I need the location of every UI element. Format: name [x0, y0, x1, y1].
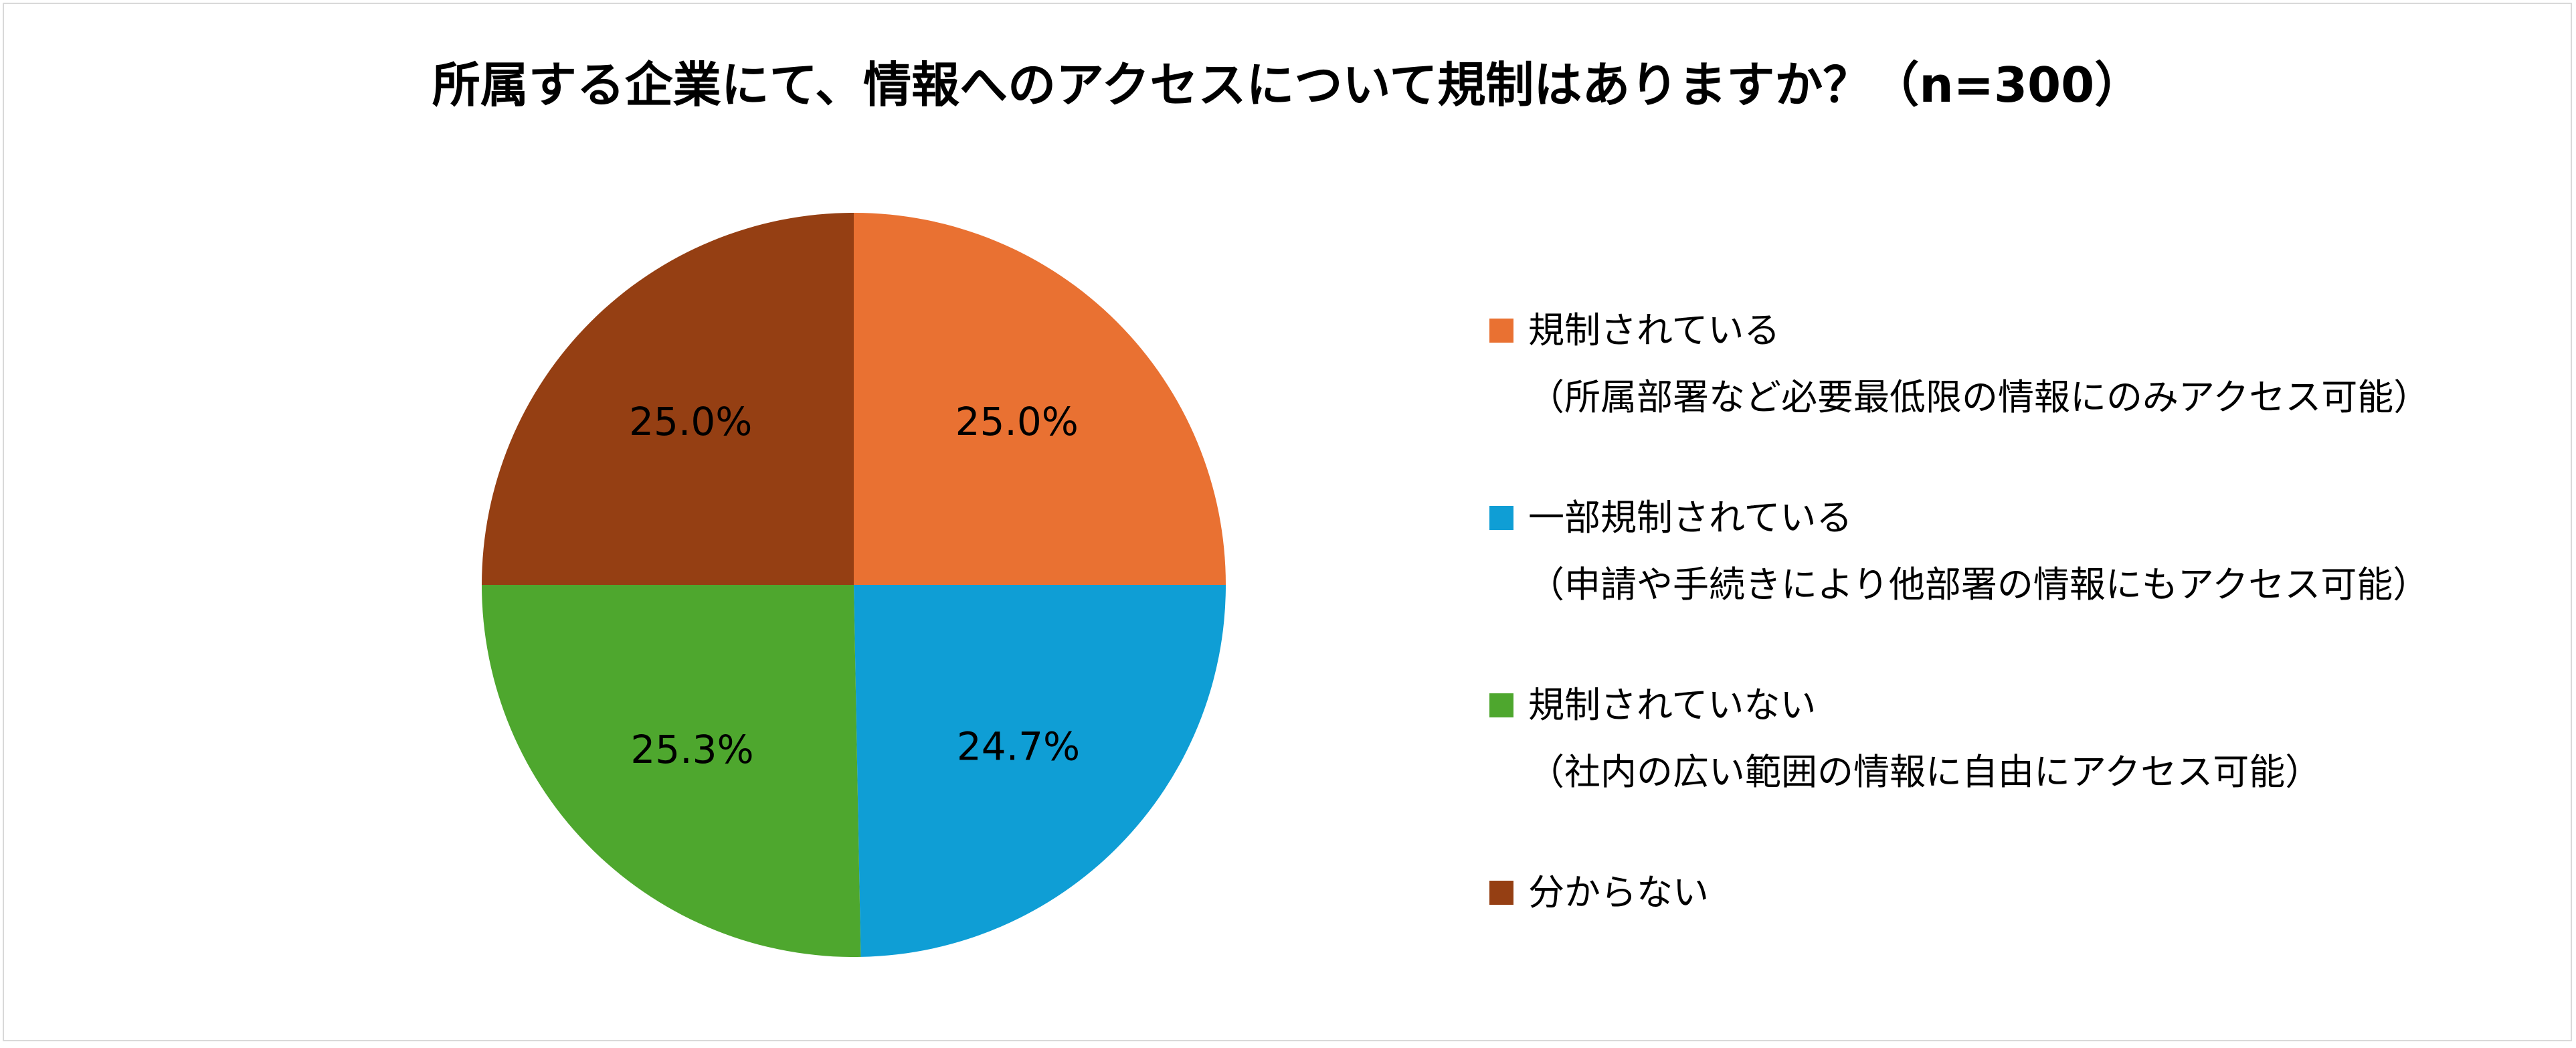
slice-data-label: 25.3%	[630, 727, 753, 772]
legend-label: 規制されていない	[1528, 684, 1817, 726]
slice-data-label: 25.0%	[629, 399, 752, 444]
legend-swatch	[1489, 506, 1513, 530]
legend-label: 規制されている	[1528, 309, 1780, 351]
legend-sublabel: （所属部署など必要最低限の情報にのみアクセス可能）	[1528, 376, 2430, 418]
slice-unknown	[482, 213, 854, 585]
legend-label: 分からない	[1528, 871, 1709, 913]
legend-sublabel: （社内の広い範囲の情報に自由にアクセス可能）	[1528, 751, 2322, 793]
slice-partially-regulated	[854, 585, 1226, 957]
legend-sublabel: （申請や手続きにより他部署の情報にもアクセス可能）	[1528, 563, 2429, 606]
legend-swatch	[1489, 881, 1513, 905]
slice-data-label: 25.0%	[955, 399, 1079, 444]
legend-label: 一部規制されている	[1528, 497, 1853, 539]
slice-data-label: 24.7%	[957, 723, 1080, 769]
legend-swatch	[1489, 693, 1513, 717]
chart-title: 所属する企業にて、情報へのアクセスについて規制はありますか？（n=300）	[432, 57, 2143, 113]
slice-not-regulated	[482, 585, 861, 957]
pie-chart: 25.0% 24.7% 25.3% 25.0%	[482, 213, 1226, 957]
chart-frame: 所属する企業にて、情報へのアクセスについて規制はありますか？（n=300） 25…	[3, 3, 2572, 1041]
legend-swatch	[1489, 319, 1513, 343]
slice-regulated	[854, 213, 1226, 585]
